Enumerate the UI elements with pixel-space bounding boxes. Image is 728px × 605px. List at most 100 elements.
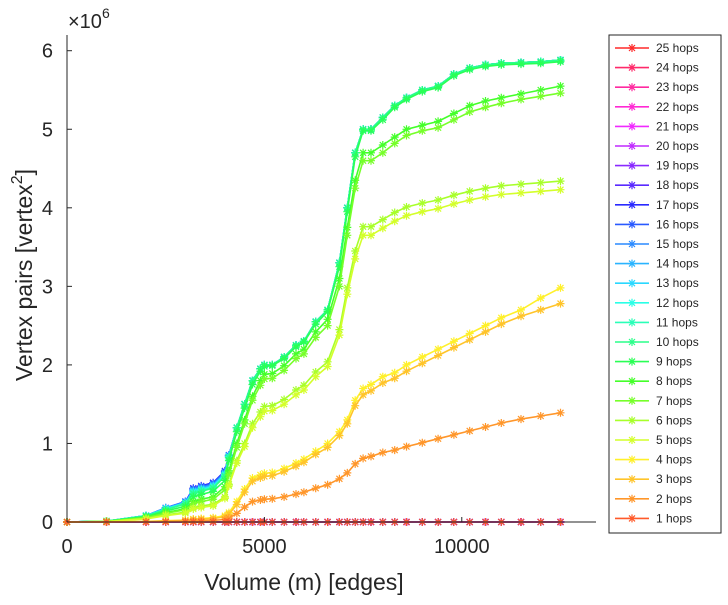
data-point: [343, 419, 352, 428]
data-point: [323, 357, 332, 366]
marker: [378, 224, 387, 233]
data-point: [481, 97, 490, 105]
data-point: [268, 494, 277, 503]
data-point: [299, 338, 308, 347]
marker: [378, 448, 387, 457]
marker: [232, 500, 241, 509]
data-point: [390, 368, 399, 377]
marker: [232, 509, 241, 518]
marker: [268, 494, 277, 503]
data-point: [434, 204, 443, 213]
legend-label: 7 hops: [656, 394, 692, 408]
legend-label: 18 hops: [656, 178, 699, 192]
axes: 0 5000 10000 0 1 2 3 4 5 6: [42, 35, 596, 558]
marker: [323, 321, 332, 330]
marker: [378, 141, 387, 149]
data-point: [232, 427, 241, 436]
legend-label: 3 hops: [656, 472, 692, 486]
marker: [268, 369, 277, 378]
marker: [260, 375, 269, 383]
marker: [418, 199, 427, 208]
data-point: [449, 109, 458, 118]
marker: [465, 101, 474, 110]
data-point: [323, 362, 332, 371]
data-point: [292, 386, 300, 394]
marker: [359, 231, 368, 240]
marker: [378, 379, 387, 387]
marker: [418, 438, 427, 447]
data-point: [335, 331, 344, 340]
marker: [449, 191, 458, 200]
data-point: [402, 95, 411, 104]
x-tick-label: 5000: [242, 536, 287, 558]
data-point: [390, 133, 399, 142]
marker: [497, 313, 506, 322]
marker: [556, 82, 565, 91]
y-exponent-label: ×106: [68, 5, 110, 33]
data-point: [359, 390, 368, 399]
data-point: [465, 187, 474, 196]
marker: [260, 472, 269, 481]
marker: [311, 450, 320, 459]
legend-label: 20 hops: [656, 139, 699, 153]
marker: [232, 427, 241, 436]
marker: [351, 396, 360, 405]
data-point: [517, 60, 525, 69]
data-point: [299, 349, 308, 358]
marker: [367, 156, 375, 165]
series-line: [66, 188, 561, 523]
legend-marker: [628, 63, 636, 72]
marker: [268, 374, 277, 383]
data-point: [481, 184, 490, 193]
marker: [378, 115, 387, 124]
data-point: [311, 372, 320, 381]
marker: [209, 487, 218, 496]
y-axis-title-close: ]: [11, 169, 37, 175]
marker: [449, 199, 458, 208]
legend-item: 23 hops: [615, 80, 699, 94]
data-point: [299, 488, 308, 497]
data-point: [232, 443, 241, 452]
data-point: [343, 207, 352, 216]
data-point: [378, 379, 387, 387]
marker: [378, 215, 387, 224]
legend-marker: [628, 83, 636, 92]
data-point: [367, 156, 375, 165]
data-point: [359, 156, 368, 165]
legend-label: 2 hops: [656, 492, 692, 506]
data-point: [418, 438, 427, 447]
marker: [497, 99, 506, 108]
y-axis-title-superscript: 2: [9, 175, 26, 184]
data-point: [536, 92, 545, 101]
marker: [248, 396, 257, 405]
data-point: [323, 307, 332, 316]
legend-marker: [628, 161, 636, 170]
marker: [260, 402, 269, 411]
data-point: [378, 115, 387, 124]
legend-label: 1 hops: [656, 511, 692, 525]
data-point: [311, 320, 320, 329]
marker: [280, 395, 289, 404]
data-point: [351, 247, 360, 255]
marker: [359, 454, 368, 463]
data-point: [311, 327, 320, 336]
marker: [268, 471, 277, 480]
data-point: [418, 199, 427, 208]
series-8-hops: [63, 82, 565, 526]
legend-label: 21 hops: [656, 119, 699, 133]
marker: [292, 462, 300, 471]
marker: [260, 362, 269, 371]
marker: [497, 190, 506, 199]
data-point: [268, 406, 277, 415]
legend-label: 19 hops: [656, 159, 699, 173]
marker: [402, 442, 411, 451]
data-point: [335, 325, 344, 334]
data-point: [280, 400, 289, 409]
data-point: [351, 184, 360, 193]
data-point: [536, 294, 545, 303]
data-point: [418, 207, 427, 216]
data-point: [323, 321, 332, 330]
marker: [280, 361, 289, 370]
series-5-hops: [63, 185, 565, 526]
marker: [280, 366, 289, 375]
